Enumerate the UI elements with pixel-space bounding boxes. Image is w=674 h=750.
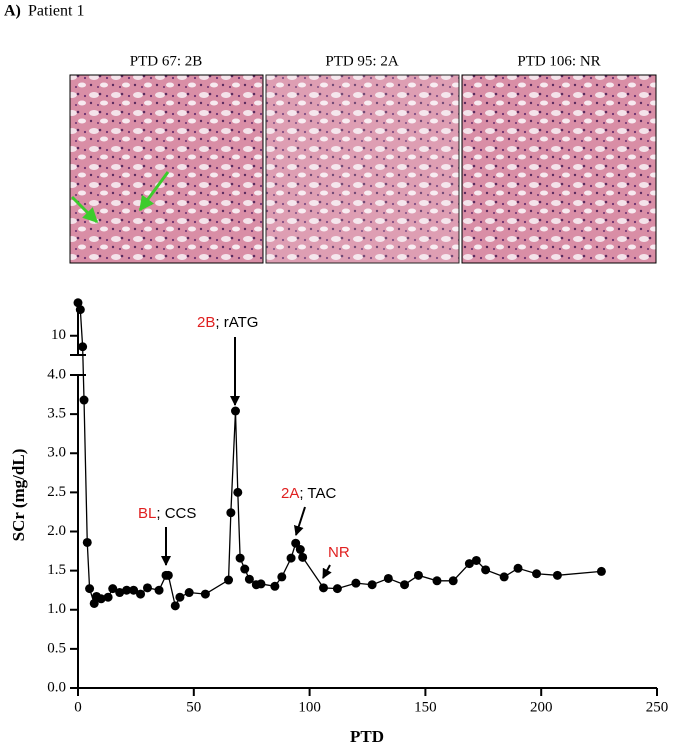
data-point [142,583,152,593]
annotation-arrow [293,506,306,536]
annotation: 2B; rATG [197,314,258,331]
y-tick-label: 3.0 [47,445,66,461]
data-point [552,570,562,580]
panel-label: A) [4,3,21,20]
data-point [170,601,180,611]
x-tick-label: 0 [74,699,82,715]
histology-image [461,74,657,264]
data-point [233,487,243,497]
annotation: 2A; TAC [281,485,336,502]
y-tick-label: 0.0 [47,679,66,695]
y-tick-label: 2.0 [47,523,66,539]
x-tick-label: 200 [530,699,553,715]
data-point [513,563,523,573]
histology-image [265,74,460,264]
data-point [532,569,542,579]
data-point [332,584,342,594]
data-point [78,342,88,352]
data-point [75,305,85,315]
data-point [413,570,423,580]
y-tick-label: 1.0 [47,601,66,617]
data-point [129,585,139,595]
image-title: PTD 95: 2A [325,53,399,69]
data-point [277,572,287,582]
data-point [481,565,491,575]
annotation-arrow [322,564,332,579]
data-point [226,508,236,518]
x-tick-label: 100 [298,699,321,715]
data-point [240,564,250,574]
data-point [103,592,113,602]
annotation: BL; CCS [138,505,196,522]
y-tick-label: 1.5 [47,562,66,578]
data-point [230,406,240,416]
data-point [115,588,125,598]
data-point [256,579,266,589]
data-point [499,572,509,582]
data-point [291,538,301,548]
data-point [471,555,481,565]
annotation-highlight: 2B [197,314,215,331]
annotation-highlight: BL [138,505,156,522]
data-point [244,574,254,584]
data-point [318,583,328,593]
data-point [163,570,173,580]
data-point [82,537,92,547]
data-point [367,580,377,590]
x-tick-label: 250 [646,699,669,715]
image-panels: PTD 67: 2B PTD 95: 2A PTD 106: NR [69,53,657,264]
x-tick-label: 50 [186,699,201,715]
annotation-text: ; CCS [156,505,196,522]
data-point [224,575,234,585]
data-point [432,576,442,586]
y-tick-label: 3.5 [47,406,66,422]
annotation-text: ; rATG [215,314,258,331]
y-tick-label: 2.5 [47,484,66,500]
y-tick-label: 4.0 [47,366,66,382]
data-point [73,298,83,308]
y-axis-label: SCr (mg/dL) [9,449,28,542]
image-title: PTD 67: 2B [130,53,203,69]
data-point [200,589,210,599]
y-tick-label: 0.5 [47,640,66,656]
annotation-highlight: NR [328,544,350,561]
data-point [89,598,99,608]
data-point [298,552,308,562]
y-tick-label: 10 [51,327,66,343]
data-point [286,553,296,563]
data-point [464,559,474,569]
panel-title: Patient 1 [28,3,84,20]
data-point [400,580,410,590]
data-point [85,584,95,594]
data-point [96,594,106,604]
green-arrow [138,171,170,212]
annotation: NR [328,544,350,561]
data-point [448,576,458,586]
data-point [154,585,164,595]
data-point [79,395,89,405]
green-arrow [70,195,99,224]
data-point [175,592,185,602]
data-point [136,589,146,599]
data-point [351,578,361,588]
data-point [270,581,280,591]
data-point [108,584,118,594]
data-point [184,588,194,598]
annotation-highlight: 2A [281,485,299,502]
data-point [122,585,132,595]
histology-image [69,74,264,264]
x-tick-label: 150 [414,699,437,715]
x-axis-label: PTD [350,727,384,746]
image-title: PTD 106: NR [517,53,600,69]
data-point [596,566,606,576]
data-point [295,544,305,554]
data-point [235,553,245,563]
annotation-text: ; TAC [299,485,336,502]
data-point [383,573,393,583]
